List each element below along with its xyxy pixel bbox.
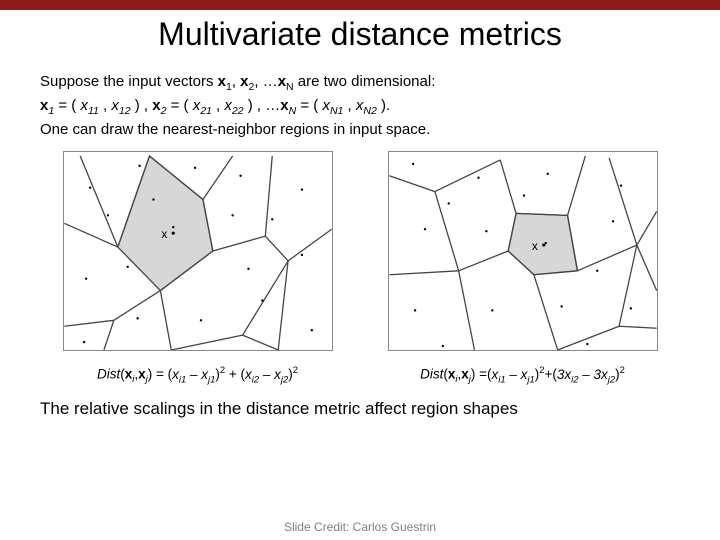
slide-credit: Slide Credit: Carlos Guestrin <box>0 520 720 534</box>
vector-xn: x <box>278 73 286 90</box>
bottom-note: The relative scalings in the distance me… <box>0 385 720 419</box>
vector-x1: x <box>218 73 226 90</box>
svg-text:x: x <box>161 227 167 241</box>
bottom-note-text: The relative scalings in the distance me… <box>40 399 680 419</box>
page-title: Multivariate distance metrics <box>0 16 720 53</box>
accent-bar <box>0 0 720 10</box>
formula-left: Dist(xi,xj) = (xi1 – xj1)2 + (xi2 – xj2)… <box>97 365 298 385</box>
intro-text: Suppose the input vectors <box>40 73 218 90</box>
svg-text:x: x <box>531 239 537 253</box>
intro-line-1: Suppose the input vectors x1, x2, …xN ar… <box>40 71 680 95</box>
formula-right: Dist(xi,xj) =(xi1 – xj1)2+(3xi2 – 3xj2)2 <box>420 365 625 385</box>
vector-x2: x <box>240 73 248 90</box>
intro-text: , <box>232 73 240 90</box>
voronoi-right: x <box>388 151 658 351</box>
diagram-left-col: x Dist(xi,xj) = (xi1 – xj1)2 + (xi2 – xj… <box>55 151 340 385</box>
slide-root: Multivariate distance metrics Suppose th… <box>0 0 720 540</box>
intro-block: Suppose the input vectors x1, x2, …xN ar… <box>0 71 720 141</box>
intro-text: are two dimensional: <box>294 73 436 90</box>
intro-text: , … <box>254 73 277 90</box>
intro-line-2: x1 = ( x11 , x12 ) , x2 = ( x21 , x22 ) … <box>40 95 680 119</box>
voronoi-left: x <box>63 151 333 351</box>
diagram-right-col: x Dist(xi,xj) =(xi1 – xj1)2+(3xi2 – 3xj2… <box>380 151 665 385</box>
diagram-row: x Dist(xi,xj) = (xi1 – xj1)2 + (xi2 – xj… <box>0 141 720 385</box>
intro-line-3: One can draw the nearest-neighbor region… <box>40 119 680 141</box>
